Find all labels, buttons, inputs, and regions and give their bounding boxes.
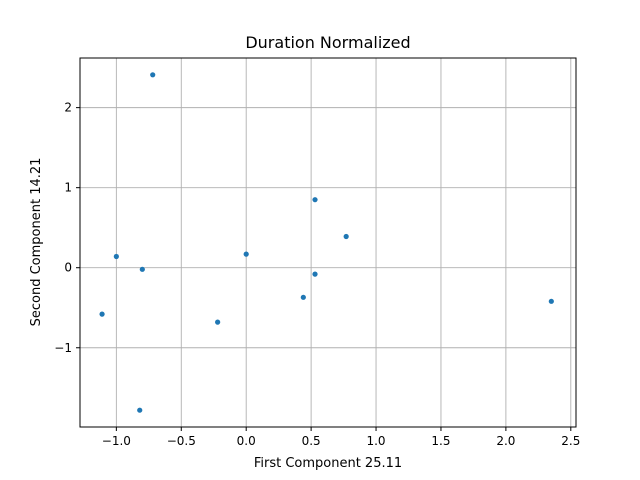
y-tick-label: 1	[64, 181, 72, 195]
x-axis-label: First Component 25.11	[254, 456, 402, 471]
y-tick-label: 0	[64, 261, 72, 275]
chart-title: Duration Normalized	[245, 33, 410, 52]
data-point	[243, 251, 249, 257]
data-point	[215, 319, 221, 325]
data-point	[99, 311, 105, 317]
x-tick-label: 2.5	[561, 434, 580, 448]
grid	[80, 58, 576, 427]
y-tick-label: 2	[64, 101, 72, 115]
data-point	[343, 233, 349, 240]
x-tick-label: 2.0	[496, 434, 515, 448]
data-point	[137, 407, 143, 413]
y-tick-label: −1	[54, 341, 72, 355]
data-point	[548, 298, 554, 304]
x-tick-label: −0.5	[167, 434, 196, 448]
x-tick-label: 0.0	[237, 434, 256, 448]
x-axis-ticks: −1.0 −0.5 0.0 0.5 1.0 1.5 2.0 2.5	[102, 427, 580, 448]
y-axis-ticks: −1 0 1 2	[54, 101, 80, 355]
data-point	[113, 253, 119, 260]
x-tick-label: 0.5	[302, 434, 321, 448]
data-point	[312, 197, 318, 203]
data-point	[312, 271, 318, 277]
data-point	[300, 294, 306, 300]
data-point	[139, 266, 145, 272]
x-tick-label: 1.0	[366, 434, 385, 448]
data-points	[99, 72, 554, 413]
x-tick-label: 1.5	[431, 434, 450, 448]
plot-frame	[79, 57, 577, 428]
y-axis-label: Second Component 14.21	[29, 158, 44, 327]
x-tick-label: −1.0	[102, 434, 131, 448]
data-point	[150, 72, 156, 78]
